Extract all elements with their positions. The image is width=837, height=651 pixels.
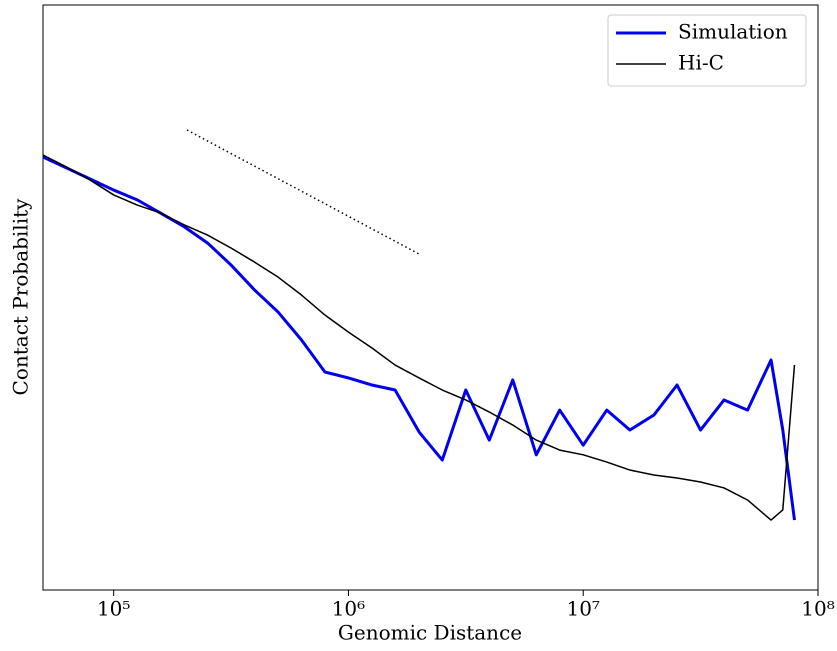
legend-label: Simulation	[678, 20, 788, 44]
data-line	[42, 155, 796, 521]
x-axis-label: Genomic Distance	[338, 621, 522, 645]
reference-slope	[186, 129, 420, 255]
legend-label: Hi-C	[678, 51, 724, 75]
x-tick-label: 10⁷	[566, 597, 599, 621]
x-tick-label: 10⁶	[332, 597, 365, 621]
x-tick-label: 10⁸	[801, 597, 834, 621]
x-tick-label: 10⁵	[97, 597, 130, 621]
plot-frame	[42, 4, 819, 591]
y-axis-label: Contact Probability	[9, 198, 33, 396]
data-line	[42, 154, 796, 521]
